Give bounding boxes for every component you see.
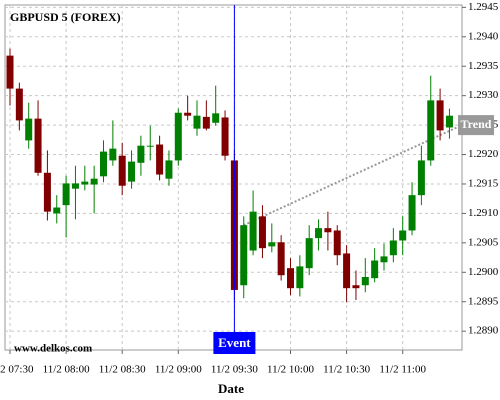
candle-body xyxy=(361,276,369,286)
event-label: Event xyxy=(218,335,251,350)
candle-body xyxy=(324,228,332,233)
candle-body xyxy=(371,260,379,279)
candle-body xyxy=(128,161,136,182)
candle-body xyxy=(25,118,33,141)
candle-body xyxy=(81,181,89,185)
candle-body xyxy=(34,118,42,173)
x-tick-label: 11/2 07:30 xyxy=(0,364,34,376)
candle-body xyxy=(277,242,285,276)
candle-body xyxy=(343,253,351,289)
candle-body xyxy=(6,55,14,89)
candle-body xyxy=(53,207,61,214)
candle-body xyxy=(71,183,79,189)
y-tick-label: 1.2900 xyxy=(468,266,499,278)
candle-body xyxy=(165,160,173,179)
candle-body xyxy=(15,88,23,121)
candle-body xyxy=(305,238,313,269)
candle-body xyxy=(137,145,145,163)
y-tick-label: 1.2930 xyxy=(468,89,499,101)
trend-line xyxy=(243,124,463,227)
candle-body xyxy=(389,240,397,256)
candle-body xyxy=(408,195,416,231)
y-tick-label: 1.2910 xyxy=(468,207,499,219)
candle-body xyxy=(417,160,425,196)
x-tick-label: 11/2 11:00 xyxy=(379,364,426,376)
candle-body xyxy=(193,115,201,129)
y-tick-label: 1.2920 xyxy=(468,148,499,160)
candle-body xyxy=(43,172,51,212)
candle-body xyxy=(109,148,117,161)
y-tick-label: 1.2940 xyxy=(468,30,499,42)
event-label-box xyxy=(213,332,256,354)
candle-body xyxy=(100,151,107,177)
x-tick-label: 11/2 08:30 xyxy=(99,364,146,376)
y-tick-label: 1.2945 xyxy=(468,1,499,13)
x-tick-label: 11/2 10:30 xyxy=(323,364,370,376)
candle-body xyxy=(146,145,154,147)
candle-body xyxy=(156,144,164,175)
candle-body xyxy=(118,155,126,186)
candle-body xyxy=(62,183,70,206)
candle-body xyxy=(184,112,192,116)
x-tick-label: 11/2 08:00 xyxy=(43,364,90,376)
candle-body xyxy=(333,230,341,256)
y-tick-label: 1.2905 xyxy=(468,236,499,248)
candle-body xyxy=(436,100,444,131)
chart-title: GBPUSD 5 (FOREX) xyxy=(10,10,121,24)
candle-body xyxy=(352,285,360,289)
candle-body xyxy=(202,116,210,129)
candle-body xyxy=(296,266,304,289)
candle-body xyxy=(399,230,407,241)
y-tick-label: 1.2890 xyxy=(468,325,499,337)
candle-body xyxy=(90,178,98,185)
candle-body xyxy=(427,100,435,161)
trend-label: Trend xyxy=(461,117,492,131)
x-tick-label: 11/2 09:30 xyxy=(211,364,258,376)
x-tick-label: 11/2 09:00 xyxy=(155,364,202,376)
y-tick-label: 1.2895 xyxy=(468,295,499,307)
candle-body xyxy=(287,268,294,289)
x-axis-title: Date xyxy=(218,381,244,396)
x-tick-label: 11/2 10:00 xyxy=(267,364,314,376)
y-tick-label: 1.2935 xyxy=(468,60,499,72)
trend-label-box xyxy=(458,115,494,136)
candle-body xyxy=(315,228,323,239)
candle-body xyxy=(221,117,229,156)
candle-body xyxy=(258,216,266,249)
candle-body xyxy=(240,225,248,286)
candle-body xyxy=(268,242,276,247)
candle-body xyxy=(380,256,388,263)
candle-body xyxy=(249,211,257,251)
candle-body xyxy=(212,113,220,123)
candle-body xyxy=(445,115,453,128)
y-tick-label: 1.2915 xyxy=(468,178,499,190)
candle-body xyxy=(174,112,182,161)
watermark: www.delkos.com xyxy=(14,343,92,355)
